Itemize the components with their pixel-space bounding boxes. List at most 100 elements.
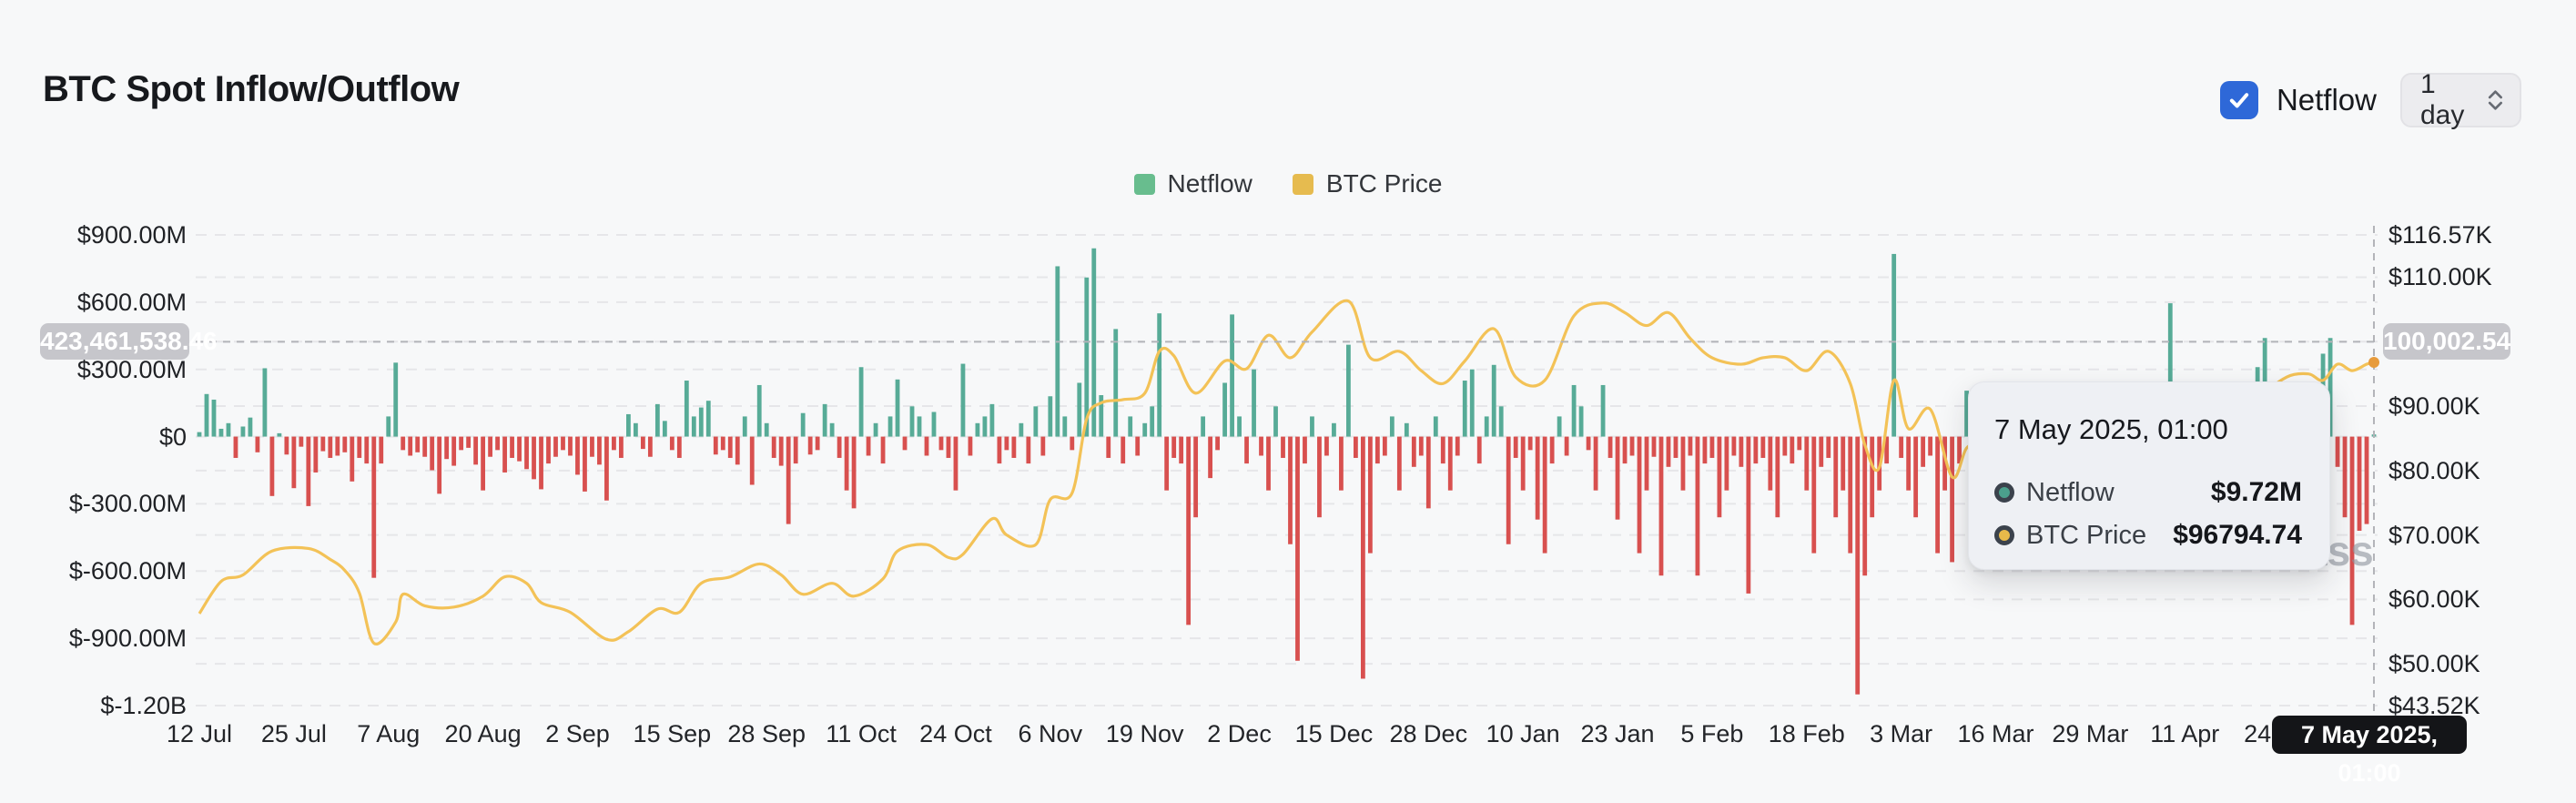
- netflow-bar[interactable]: [1506, 436, 1511, 544]
- netflow-bar[interactable]: [640, 436, 645, 450]
- netflow-bar[interactable]: [240, 426, 246, 437]
- netflow-bar[interactable]: [575, 436, 580, 475]
- netflow-bar[interactable]: [1644, 436, 1649, 491]
- netflow-bar[interactable]: [517, 436, 522, 462]
- netflow-bar[interactable]: [1593, 436, 1598, 491]
- netflow-bar[interactable]: [1222, 382, 1227, 437]
- netflow-bar[interactable]: [1658, 436, 1664, 576]
- netflow-bar[interactable]: [1281, 436, 1285, 458]
- netflow-bar[interactable]: [1527, 436, 1533, 451]
- netflow-bar[interactable]: [1135, 436, 1141, 456]
- netflow-bar[interactable]: [1760, 436, 1766, 458]
- netflow-bar[interactable]: [466, 436, 472, 448]
- netflow-bar[interactable]: [1033, 406, 1039, 437]
- netflow-bar[interactable]: [1455, 436, 1460, 456]
- netflow-bar[interactable]: [669, 436, 674, 451]
- netflow-bar[interactable]: [255, 436, 260, 452]
- netflow-bar[interactable]: [1695, 436, 1700, 576]
- netflow-bar[interactable]: [379, 436, 384, 464]
- netflow-bar[interactable]: [727, 436, 733, 458]
- netflow-bar[interactable]: [1084, 277, 1090, 437]
- netflow-bar[interactable]: [895, 379, 900, 437]
- netflow-bar[interactable]: [1804, 436, 1810, 491]
- netflow-bar[interactable]: [1702, 436, 1708, 464]
- netflow-bar[interactable]: [1440, 436, 1445, 464]
- netflow-bar[interactable]: [1542, 436, 1547, 554]
- netflow-bar[interactable]: [306, 436, 311, 506]
- netflow-bar[interactable]: [800, 412, 806, 437]
- netflow-bar[interactable]: [590, 436, 594, 457]
- netflow-bar[interactable]: [1179, 436, 1184, 464]
- netflow-bar[interactable]: [233, 436, 238, 458]
- netflow-bar[interactable]: [1498, 406, 1504, 437]
- netflow-bar[interactable]: [887, 416, 893, 437]
- netflow-bar[interactable]: [1768, 436, 1773, 491]
- netflow-bar[interactable]: [1666, 436, 1671, 467]
- netflow-bar[interactable]: [1680, 436, 1686, 491]
- netflow-bar[interactable]: [815, 436, 820, 451]
- netflow-bar[interactable]: [1374, 436, 1380, 464]
- netflow-bar[interactable]: [2342, 436, 2348, 518]
- netflow-bar[interactable]: [1382, 436, 1387, 456]
- netflow-bar[interactable]: [597, 436, 602, 465]
- netflow-bar[interactable]: [1578, 406, 1584, 437]
- netflow-bar[interactable]: [720, 436, 725, 451]
- netflow-bar[interactable]: [1717, 436, 1722, 518]
- netflow-bar[interactable]: [1288, 436, 1293, 544]
- netflow-bar[interactable]: [633, 422, 638, 437]
- netflow-bar[interactable]: [742, 416, 747, 437]
- netflow-bar[interactable]: [1310, 416, 1314, 437]
- netflow-bar[interactable]: [1157, 313, 1162, 437]
- netflow-bar[interactable]: [924, 436, 929, 456]
- netflow-bar[interactable]: [1753, 436, 1759, 464]
- netflow-bar[interactable]: [539, 436, 543, 490]
- netflow-bar[interactable]: [2357, 436, 2362, 531]
- netflow-bar[interactable]: [1244, 436, 1249, 464]
- netflow-bar[interactable]: [1549, 436, 1555, 464]
- netflow-bar[interactable]: [430, 436, 435, 471]
- legend-item-btc-price[interactable]: BTC Price: [1292, 169, 1442, 198]
- netflow-bar[interactable]: [1739, 436, 1744, 467]
- netflow-bar[interactable]: [807, 436, 813, 455]
- netflow-bar[interactable]: [1586, 436, 1591, 451]
- netflow-bar[interactable]: [1600, 384, 1606, 437]
- netflow-bar[interactable]: [1709, 436, 1715, 458]
- netflow-bar[interactable]: [1607, 436, 1613, 458]
- netflow-bar[interactable]: [1070, 436, 1075, 451]
- netflow-bar[interactable]: [364, 436, 370, 464]
- netflow-bar[interactable]: [1396, 436, 1402, 491]
- netflow-bar[interactable]: [415, 436, 421, 452]
- netflow-bar[interactable]: [2167, 303, 2173, 437]
- netflow-bar[interactable]: [960, 363, 966, 437]
- netflow-bar[interactable]: [1833, 436, 1839, 518]
- netflow-bar[interactable]: [218, 428, 224, 437]
- netflow-bar[interactable]: [1367, 436, 1373, 554]
- netflow-bar[interactable]: [1819, 436, 1824, 467]
- netflow-bar[interactable]: [1891, 253, 1897, 437]
- interval-select[interactable]: 1 day: [2400, 69, 2521, 130]
- netflow-bar[interactable]: [691, 416, 696, 437]
- netflow-bar[interactable]: [226, 422, 231, 437]
- netflow-bar[interactable]: [1935, 436, 1941, 554]
- netflow-bar[interactable]: [756, 384, 762, 437]
- netflow-bar[interactable]: [524, 436, 529, 470]
- netflow-bar[interactable]: [1775, 436, 1780, 518]
- netflow-bar[interactable]: [713, 436, 718, 455]
- netflow-bar[interactable]: [401, 436, 406, 451]
- netflow-bar[interactable]: [1476, 436, 1482, 464]
- netflow-bar[interactable]: [1113, 329, 1119, 437]
- netflow-bar[interactable]: [1324, 436, 1329, 456]
- netflow-bar[interactable]: [1121, 436, 1126, 464]
- netflow-bar[interactable]: [1622, 436, 1628, 464]
- netflow-bar[interactable]: [1295, 436, 1300, 661]
- netflow-bar[interactable]: [1389, 416, 1394, 437]
- netflow-bar[interactable]: [1201, 416, 1206, 437]
- netflow-bar[interactable]: [662, 421, 667, 437]
- netflow-bar[interactable]: [1208, 436, 1213, 479]
- netflow-bar[interactable]: [619, 436, 624, 458]
- netflow-bar[interactable]: [1404, 422, 1409, 437]
- netflow-bar[interactable]: [902, 436, 908, 451]
- netflow-bar[interactable]: [1790, 436, 1795, 464]
- netflow-bar[interactable]: [851, 436, 857, 509]
- netflow-bar[interactable]: [313, 436, 319, 473]
